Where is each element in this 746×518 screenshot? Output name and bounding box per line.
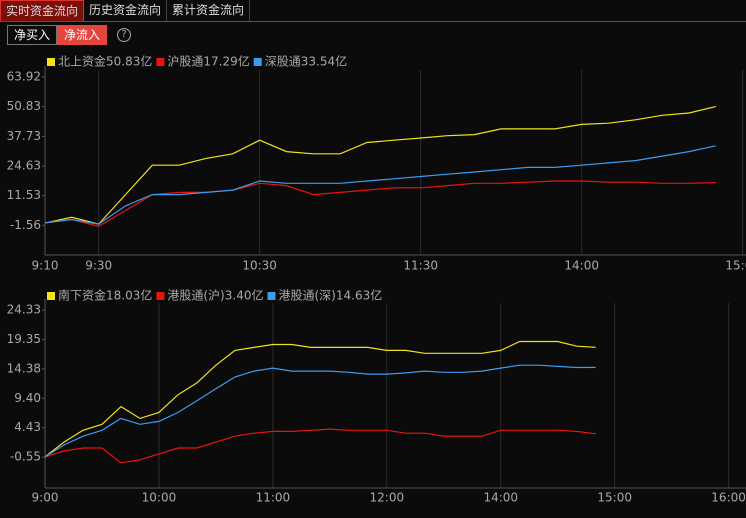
legend-label: 北上资金 — [58, 54, 106, 69]
x-tick-label: 9:10 — [32, 259, 59, 273]
tab[interactable]: 累计资金流向 — [167, 0, 251, 21]
x-tick-label: 16:00 — [711, 491, 746, 505]
tab[interactable]: 历史资金流向 — [84, 0, 168, 21]
legend-label: 深股通 — [265, 55, 301, 69]
y-tick-label: 11.53 — [7, 188, 41, 202]
x-tick-label: 11:30 — [403, 259, 438, 273]
series-line — [44, 180, 716, 227]
legend-label: 港股通(深) — [278, 289, 335, 303]
legend-swatch — [253, 58, 262, 66]
tab[interactable]: 实时资金流向 — [0, 0, 85, 21]
legend-value: 3.40亿 — [225, 288, 264, 303]
series-line — [44, 106, 716, 225]
series-line — [44, 145, 716, 225]
legend-label: 沪股通 — [167, 55, 203, 69]
y-tick-label: 19.35 — [7, 332, 41, 346]
y-tick-label: 9.40 — [14, 391, 41, 405]
toggle-group: 净买入 净流入 ? — [7, 25, 132, 45]
legend-swatch — [47, 292, 55, 300]
legend-label: 港股通(沪) — [167, 289, 224, 303]
toggle-button[interactable]: 净流入 — [57, 25, 108, 45]
x-tick-label: 14:00 — [564, 259, 599, 273]
y-tick-label: 24.33 — [7, 302, 41, 316]
x-tick-label: 11:00 — [256, 491, 291, 505]
y-tick-label: 63.92 — [7, 69, 41, 83]
legend-value: 50.83亿 — [106, 54, 152, 69]
legend-swatch — [156, 58, 165, 66]
tab-bar: 实时资金流向 历史资金流向 累计资金流向 — [0, 0, 746, 22]
legend-swatch — [47, 58, 55, 66]
help-icon[interactable]: ? — [117, 28, 132, 42]
legend-swatch — [156, 292, 165, 300]
x-tick-label: 15:00 — [597, 491, 632, 505]
x-tick-label: 10:30 — [242, 259, 277, 273]
series-line — [44, 428, 596, 464]
x-tick-label: 9:30 — [85, 259, 112, 273]
y-tick-label: 14.38 — [7, 361, 41, 375]
legend-value: 33.54亿 — [301, 54, 347, 69]
y-tick-label: 24.63 — [7, 159, 41, 173]
legend-value: 18.03亿 — [106, 288, 152, 303]
y-tick-label: 4.43 — [14, 420, 41, 434]
y-tick-label: 37.73 — [7, 129, 41, 143]
legend-value: 14.63亿 — [336, 288, 382, 303]
legend-swatch — [267, 292, 276, 300]
y-tick-label: -1.56 — [10, 218, 41, 232]
legend-value: 17.29亿 — [203, 54, 249, 69]
x-tick-label: 10:00 — [142, 491, 177, 505]
x-tick-label: 9:00 — [32, 491, 59, 505]
x-tick-label: 14:00 — [483, 491, 518, 505]
toggle-button[interactable]: 净买入 — [7, 25, 58, 45]
series-line — [44, 340, 596, 458]
series-line — [44, 364, 596, 458]
y-tick-label: 50.83 — [7, 99, 41, 113]
legend-label: 南下资金 — [58, 288, 106, 303]
x-tick-label: 15:00 — [725, 259, 746, 273]
x-tick-label: 12:00 — [370, 491, 405, 505]
y-tick-label: -0.55 — [10, 450, 41, 464]
